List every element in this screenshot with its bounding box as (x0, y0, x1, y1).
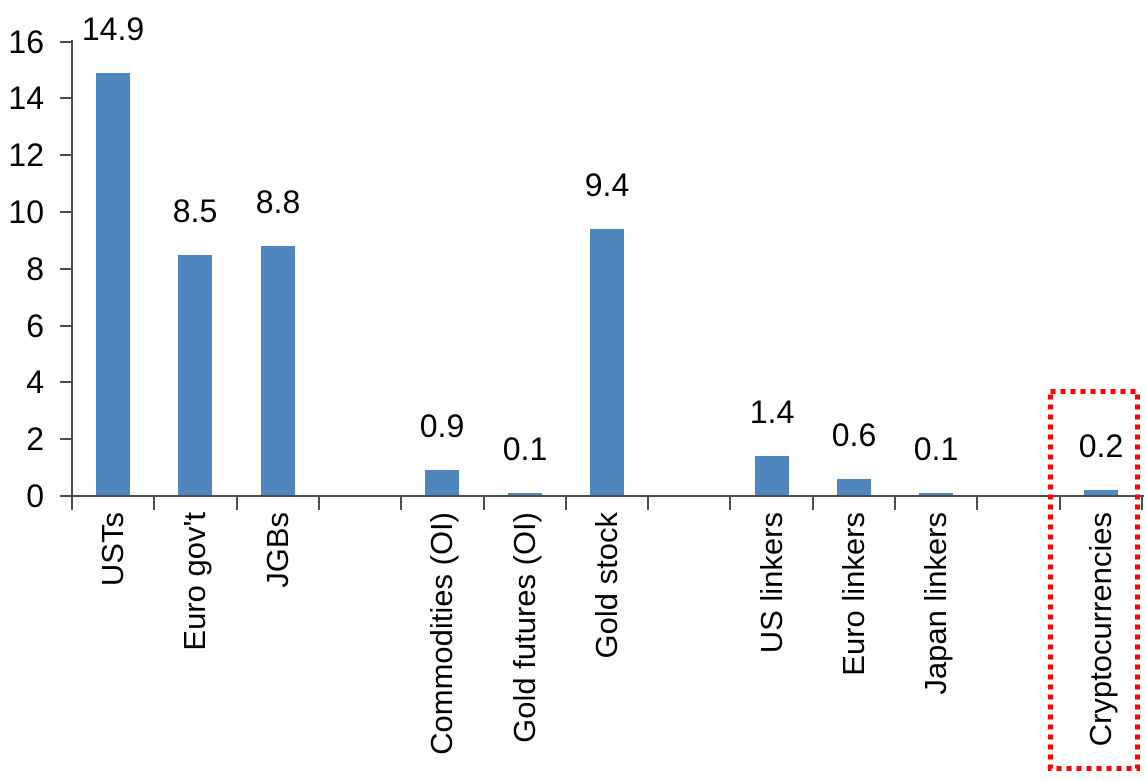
x-axis-tick (482, 496, 485, 510)
bar (178, 255, 212, 496)
category-label: JGBs (260, 512, 295, 588)
category-label: USTs (95, 512, 130, 587)
y-axis-tick (60, 267, 72, 270)
x-axis-tick (564, 496, 567, 510)
y-axis-tick (60, 40, 72, 43)
x-axis-tick (1140, 496, 1143, 510)
y-axis-tick (60, 97, 72, 100)
bar (755, 456, 789, 496)
y-axis-tick-label: 8 (26, 250, 44, 287)
bar-value-label: 8.5 (172, 193, 218, 229)
bar-value-label: 8.8 (255, 184, 301, 220)
bar (508, 493, 542, 496)
category-label: Gold stock (589, 512, 624, 659)
bar-value-label: 0.1 (913, 431, 959, 467)
x-axis-tick (647, 496, 650, 510)
bar-value-label: 0.2 (1078, 428, 1124, 464)
y-axis-tick-label: 6 (26, 307, 44, 344)
y-axis-tick-label: 4 (26, 364, 44, 401)
y-axis-tick-label: 10 (8, 194, 44, 230)
bar (1084, 490, 1118, 496)
x-axis-tick (400, 496, 403, 510)
bar (590, 229, 624, 496)
category-label: Euro linkers (836, 512, 871, 676)
category-label: Euro gov't (177, 512, 212, 651)
bar-value-label: 0.9 (419, 408, 465, 444)
category-label: US linkers (754, 512, 789, 654)
x-axis-tick (317, 496, 320, 510)
x-axis-tick (153, 496, 156, 510)
x-axis-tick (1058, 496, 1061, 510)
y-axis-tick (60, 381, 72, 384)
category-label: Japan linkers (918, 512, 953, 695)
x-axis-tick (894, 496, 896, 510)
x-axis-tick (729, 496, 732, 510)
x-axis-tick (976, 496, 979, 510)
y-axis-tick-label: 14 (8, 80, 44, 117)
y-axis-tick (60, 154, 72, 157)
bar-value-label: 0.6 (831, 417, 877, 453)
x-axis-line (71, 495, 1144, 497)
y-axis-tick (60, 211, 72, 213)
y-axis-tick-label: 12 (8, 137, 44, 174)
y-axis-line (71, 40, 73, 498)
bar-value-label: 14.9 (81, 11, 145, 47)
category-label: Commodities (OI) (424, 512, 459, 755)
bar-value-label: 9.4 (584, 167, 630, 203)
y-axis-tick-label: 2 (26, 421, 44, 458)
bar-value-label: 0.1 (502, 431, 548, 467)
category-label: Gold futures (OI) (507, 512, 542, 743)
y-axis-tick-label: 0 (26, 478, 44, 514)
bar (919, 493, 953, 496)
y-axis-tick (60, 495, 72, 497)
bar (261, 246, 295, 496)
highlight-box (1048, 389, 1140, 771)
x-axis-tick (71, 496, 73, 510)
bar (96, 73, 130, 496)
y-axis-tick (60, 438, 72, 441)
y-axis-tick (60, 324, 72, 327)
x-axis-tick (811, 496, 814, 510)
x-axis-tick (235, 496, 238, 510)
bar (837, 479, 871, 496)
y-axis-tick-label: 16 (8, 23, 44, 60)
bar (425, 470, 459, 496)
bar-value-label: 1.4 (749, 394, 795, 430)
